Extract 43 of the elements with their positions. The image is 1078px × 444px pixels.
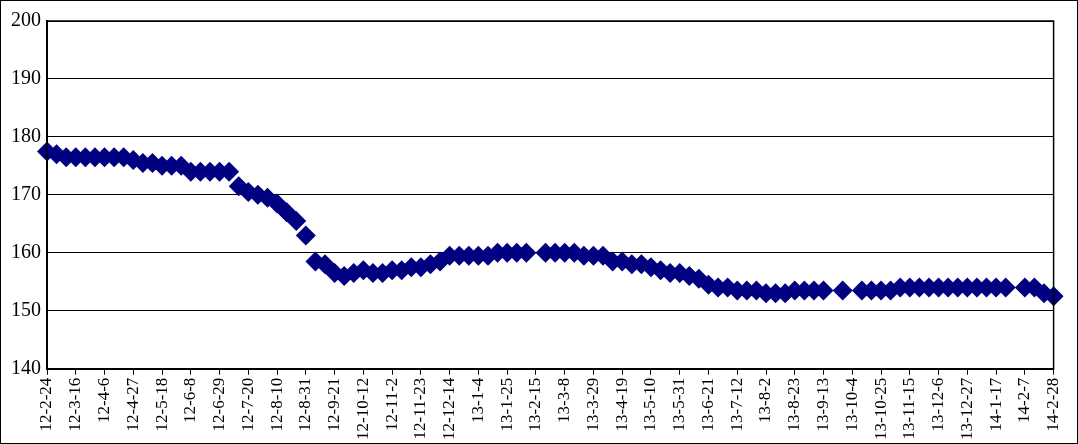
x-tick-label: 12-10-12 [352,377,372,441]
x-tick-label: 12-12-14 [439,377,459,441]
x-tick-label: 14-1-17 [985,377,1005,432]
x-tick-label: 12-5-18 [151,377,171,432]
x-tick-label: 12-3-16 [65,377,85,432]
x-tick-label: 13-12-27 [956,377,976,441]
y-tick-label: 200 [11,8,41,31]
x-tick-label: 13-2-15 [525,377,545,432]
x-tick-label: 13-11-15 [899,377,919,440]
x-tick-label: 12-8-10 [266,377,286,432]
x-tick-label: 12-7-20 [237,377,257,432]
x-tick-label: 13-3-8 [554,377,574,424]
x-tick-label: 13-1-4 [467,377,487,424]
x-tick-label: 12-2-24 [36,377,56,432]
x-tick-label: 13-8-23 [784,377,804,432]
y-tick-label: 170 [11,182,41,205]
x-tick-label: 12-11-23 [410,377,430,440]
x-tick-label: 13-10-4 [841,377,861,432]
y-tick-label: 150 [11,297,41,320]
x-tick-label: 13-10-25 [870,377,890,441]
x-tick-label: 12-11-2 [381,377,401,431]
x-tick-label: 12-9-21 [324,377,344,432]
x-tick-label: 12-8-31 [295,377,315,432]
x-tick-label: 13-5-31 [669,377,689,432]
x-tick-label: 13-6-21 [697,377,717,432]
x-tick-label: 13-4-19 [611,377,631,432]
y-tick-label: 190 [11,66,41,89]
x-tick-label: 12-6-29 [209,377,229,432]
y-tick-label: 140 [11,355,41,378]
x-tick-label: 14-2-28 [1043,377,1063,432]
x-tick-label: 12-6-8 [180,377,200,424]
x-tick-label: 14-2-7 [1014,377,1034,424]
x-tick-label: 12-4-27 [122,377,142,432]
x-tick-label: 13-12-6 [928,377,948,432]
x-tick-label: 13-1-25 [496,377,516,432]
x-tick-label: 13-7-12 [726,377,746,432]
x-tick-label: 13-3-29 [582,377,602,432]
x-tick-label: 13-8-2 [755,377,775,424]
x-tick-label: 13-5-10 [640,377,660,432]
y-tick-label: 180 [11,124,41,147]
x-tick-label: 12-4-6 [93,377,113,424]
x-tick-label: 13-9-13 [812,377,832,432]
y-tick-label: 160 [11,240,41,263]
